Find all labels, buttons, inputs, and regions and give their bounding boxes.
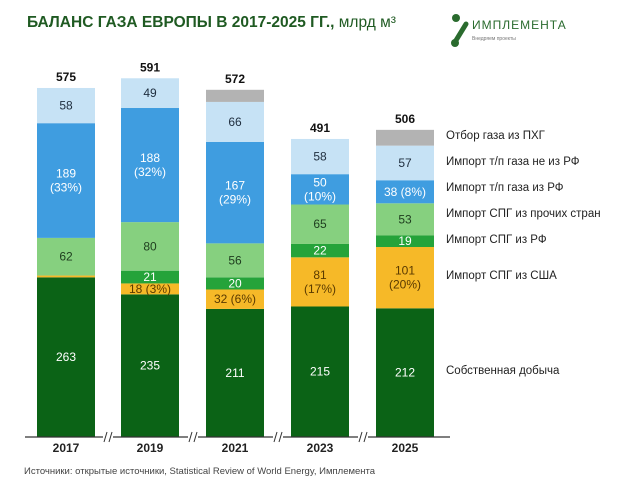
bar-segment [206,101,264,142]
data-label: 80 [143,239,157,253]
bar-segment [291,243,349,258]
bar-segment [121,78,179,109]
axis-break-mark [108,431,113,443]
bar-segment [376,308,434,437]
chart-title: БАЛАНС ГАЗА ЕВРОПЫ В 2017-2025 ГГ., млрд… [27,14,396,32]
legend-label: Импорт СПГ из США [446,270,557,282]
total-label: 575 [56,70,76,84]
logo-name: ИМПЛЕМЕНТА [472,18,567,32]
x-tick-label: 2021 [222,441,249,455]
data-label: 58 [59,99,73,113]
data-label: 167 (29%) [219,179,251,207]
title-text: БАЛАНС ГАЗА ЕВРОПЫ В 2017-2025 ГГ., [27,14,335,31]
legend-label: Импорт т/п газа из РФ [446,182,564,194]
axis-break [103,432,113,442]
bar-segment [291,306,349,437]
bar-segment [376,203,434,236]
bar-segment [37,123,95,238]
axis-break [273,432,283,442]
bar-segment [291,174,349,205]
bar-segment [291,257,349,307]
x-tick-label: 2017 [53,441,80,455]
data-label: 65 [313,217,327,231]
x-tick-label: 2023 [307,441,334,455]
bar-segment [206,277,264,290]
axis-break-mark [278,431,283,443]
data-label: 235 [140,359,160,373]
data-label: 49 [143,86,157,100]
axis-break-mark [103,431,108,443]
logo-tagline: Внедряем проекты [472,36,516,42]
bar-segment [376,247,434,309]
data-label: 62 [59,250,73,264]
bar-segment [37,87,95,124]
data-label: 18 (3%) [129,282,171,296]
bar-segment [206,141,264,244]
bar-segment [121,294,179,437]
bar-segment [121,108,179,223]
bar-segment [37,277,95,437]
data-label: 21 [143,270,157,284]
data-label: 212 [395,366,415,380]
logo: ИМПЛЕМЕНТА Внедряем проекты [450,12,566,53]
unit-text: млрд м³ [338,14,396,31]
source-note: Источники: открытые источники, Statistic… [24,466,376,477]
axis-break [188,432,198,442]
data-label: 50 (10%) [304,175,336,203]
axis-break-mark [358,431,363,443]
logo-icon [451,14,469,47]
total-label: 491 [310,121,330,135]
axis-break-mark [188,431,193,443]
data-label: 38 (8%) [384,185,426,199]
data-label: 22 [313,244,327,258]
x-tick-label: 2019 [137,441,164,455]
bar-segment [121,270,179,284]
axis-break-mark [193,431,198,443]
axis-break-mark [363,431,368,443]
bar-segment [121,283,179,295]
bar-segment [376,180,434,204]
legend-label: Импорт т/п газа не из РФ [446,156,580,168]
bar-segment [376,129,434,146]
data-label: 20 [228,276,242,290]
data-label: 58 [313,150,327,164]
data-label: 32 (6%) [214,292,256,306]
bar-segment [376,235,434,248]
data-label: 66 [228,115,242,129]
bar-segment [291,204,349,244]
legend-label: Собственная добыча [446,365,560,377]
axis-break [358,432,368,442]
x-tick-label: 2025 [392,441,419,455]
data-label: 57 [398,156,412,170]
bar-segment [206,289,264,309]
axis-break-mark [273,431,278,443]
bar-segment [376,145,434,181]
total-label: 572 [225,72,245,86]
data-label: 211 [225,366,244,380]
data-label: 263 [56,350,76,364]
data-label: 188 (32%) [134,151,166,179]
data-label: 81 (17%) [304,268,336,296]
legend-label: Импорт СПГ из РФ [446,234,547,246]
data-label: 53 [398,212,412,226]
total-label: 506 [395,112,415,126]
total-label: 591 [140,60,160,74]
data-label: 19 [398,234,412,248]
bar-segment [206,308,264,437]
bar-segment [37,275,95,278]
data-label: 215 [310,365,330,379]
bar-segment [37,237,95,276]
bar-segment [206,243,264,278]
data-label: 189 (33%) [50,167,82,195]
bar-segment [291,138,349,175]
data-label: 56 [228,253,242,267]
data-label: 101 (20%) [389,264,421,292]
bar-segment [206,89,264,102]
legend-label: Отбор газа из ПХГ [446,130,546,142]
bar-segment [121,222,179,271]
legend-label: Импорт СПГ из прочих стран [446,208,601,220]
